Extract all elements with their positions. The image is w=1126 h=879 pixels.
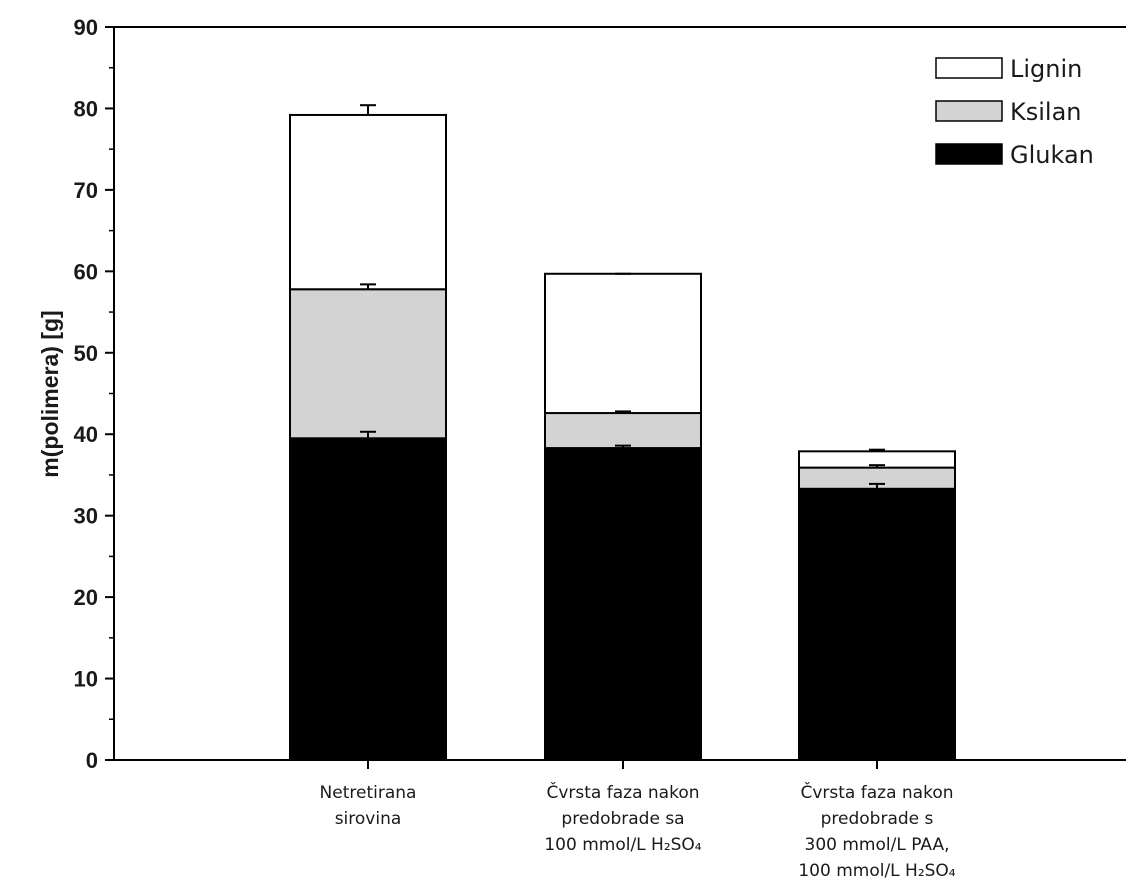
y-tick-label-0: 0 [86,748,98,773]
y-tick-label-80: 80 [74,96,98,121]
bar-glukan-0 [289,437,447,761]
x-tick-label-2-2: 300 mmol/L PAA, [805,835,950,855]
y-tick-label-20: 20 [74,585,98,610]
legend-swatch-glukan [935,143,1003,165]
x-tick-label-1-2: 100 mmol/L H₂SO₄ [544,835,701,855]
legend-swatch-lignin [935,57,1003,79]
x-tick-label-1-1: predobrade sa [561,809,684,829]
legend-label-ksilan: Ksilan [1010,98,1082,126]
y-tick-label-50: 50 [74,341,98,366]
y-tick-label-40: 40 [74,422,98,447]
x-labels-layer: Netretirana sirovina Čvrsta faza nakon pred… [320,760,956,879]
bar-glukan-1 [544,447,702,761]
bar-lignin-1 [544,272,702,415]
x-tick-label-0-0: Netretirana [320,783,417,803]
bar-glukan-2 [798,487,956,761]
x-tick-label-0-1: sirovina [335,809,402,829]
x-tick-label-1-0: Čvrsta faza nakon [546,781,699,803]
x-tick-label-2-1: predobrade s [821,809,934,829]
y-ticks-layer: 0 10 20 30 40 50 60 70 80 90 [74,15,114,773]
x-tick-label-2-0: Čvrsta faza nakon [800,781,953,803]
y-tick-label-90: 90 [74,15,98,40]
x-tick-label-2-3: 100 mmol/L H₂SO₄ [798,861,955,879]
bar-lignin-0 [289,113,447,291]
legend-swatch-ksilan [935,100,1003,122]
y-tick-label-30: 30 [74,504,98,529]
bars-layer [289,113,956,761]
error-bars-layer [360,104,885,489]
legend-label-lignin: Lignin [1010,55,1082,83]
bar-ksilan-0 [289,288,447,440]
y-axis-label: m(polimera) [g] [37,310,63,477]
y-tick-label-10: 10 [74,667,98,692]
y-tick-label-70: 70 [74,178,98,203]
bar-ksilan-1 [544,412,702,450]
legend: Lignin Ksilan Glukan [935,55,1094,169]
y-tick-label-60: 60 [74,259,98,284]
legend-label-glukan: Glukan [1010,141,1094,169]
